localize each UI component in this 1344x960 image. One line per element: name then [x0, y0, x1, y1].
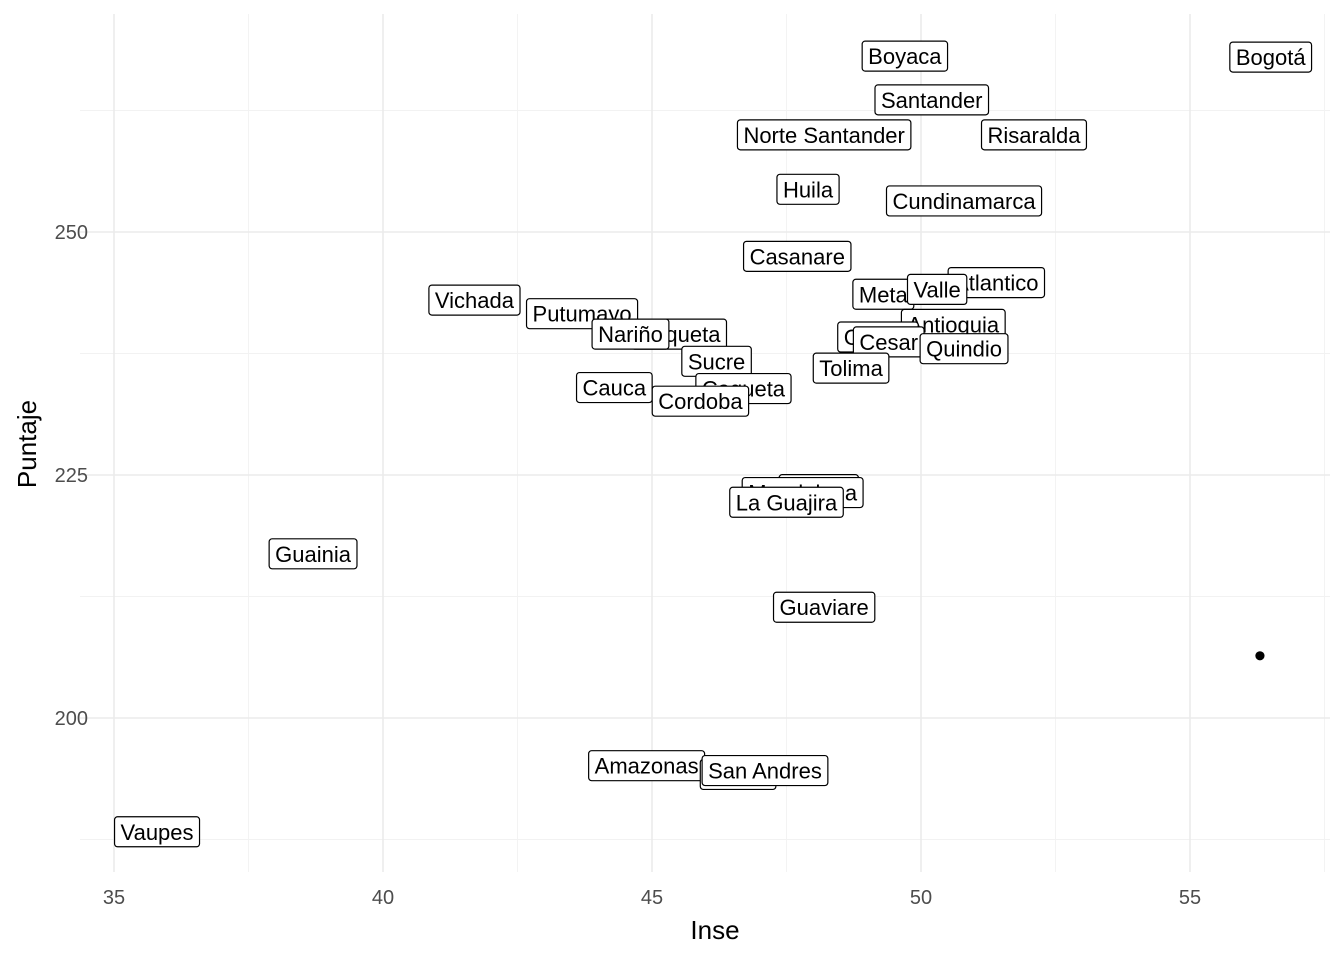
- grid-minor-lines: [80, 14, 1330, 872]
- point-label: Vichada: [428, 284, 521, 316]
- x-tick-label: 55: [1179, 887, 1201, 909]
- point-label: Cesar: [852, 326, 925, 358]
- point-label-box: [861, 40, 949, 72]
- point-label-box: [980, 119, 1088, 151]
- y-tick-label: 225: [55, 465, 88, 487]
- y-axis-title: Puntaje: [12, 400, 42, 488]
- point-label-text: Atlantico: [954, 271, 1038, 296]
- y-tick-label: 250: [55, 222, 88, 244]
- point-label-text: Cauca: [583, 376, 647, 401]
- point-label-text: Amazonas: [595, 754, 699, 779]
- point-label: Amazonas: [588, 750, 706, 782]
- point-label: Boyaca: [861, 40, 949, 72]
- point-label: Norte Santander: [736, 119, 912, 151]
- point-label: Nariño: [591, 318, 670, 350]
- point-label-text: Quindio: [926, 337, 1002, 362]
- point-label-box: [812, 352, 890, 384]
- point-label-text: Casanare: [750, 244, 845, 269]
- point-label-text: Risaralda: [988, 123, 1082, 148]
- point-label: San Andres: [701, 754, 829, 787]
- grid-major-lines: [80, 14, 1330, 872]
- point-label-text: San Andres: [708, 759, 822, 784]
- point-label-text: Vaupes: [121, 820, 194, 845]
- data-points: [152, 49, 1276, 835]
- point-label-box: [729, 486, 844, 518]
- point-label-box: [742, 240, 852, 272]
- point-label: Santander: [874, 84, 990, 116]
- point-label-text: Valle: [913, 277, 960, 302]
- point-label: Huila: [776, 173, 840, 205]
- x-tick-label: 50: [910, 887, 932, 909]
- point-label: Antioquia: [900, 308, 1006, 340]
- point-label-box: [772, 591, 876, 623]
- point-labels: Bogotá Boyaca Santander Norte Santander Risa…: [113, 40, 1313, 848]
- point-label-box: [651, 385, 750, 417]
- point-label-text: Guaviare: [780, 595, 869, 620]
- point-label: La Guajira: [729, 486, 844, 518]
- point-label: Guaviare: [772, 591, 876, 623]
- point-label-text: Santander: [881, 88, 983, 113]
- data-point: [1255, 651, 1265, 661]
- point-label-box: [885, 185, 1043, 217]
- point-label-box: [906, 273, 968, 306]
- point-label-text: Sucre: [688, 349, 745, 374]
- point-label: Guainia: [268, 538, 358, 570]
- point-label: Valle: [906, 273, 968, 306]
- point-label-box: [776, 173, 840, 205]
- point-label: Tolima: [812, 352, 890, 384]
- point-label: Atlantico: [947, 267, 1046, 299]
- point-label-text: Meta: [859, 282, 909, 307]
- point-label: Quindio: [919, 333, 1009, 365]
- point-label-text: Huila: [783, 177, 834, 202]
- point-label: Casanare: [742, 240, 852, 272]
- point-label: Cauca: [575, 371, 653, 404]
- point-label-text: Cordoba: [658, 389, 743, 414]
- point-label-text: Norte Santander: [743, 123, 904, 148]
- point-label-text: Boyaca: [868, 44, 942, 69]
- point-label-box: [736, 119, 912, 151]
- point-label-box: [701, 754, 829, 787]
- point-label-text: Vichada: [435, 288, 515, 313]
- x-axis-ticks: 35 40 45 50 55: [103, 887, 1201, 909]
- point-label-box: [591, 318, 670, 350]
- point-label-box: [874, 84, 990, 116]
- point-label: Risaralda: [980, 119, 1088, 151]
- point-label-text: Bogotá: [1236, 45, 1306, 70]
- x-axis-title: Inse: [690, 915, 739, 945]
- point-label: Cordoba: [651, 385, 750, 417]
- point-label: Meta: [852, 278, 915, 310]
- point-label-box: [113, 816, 201, 848]
- x-tick-label: 35: [103, 887, 125, 909]
- point-label-text: Guainia: [275, 542, 352, 567]
- point-label: Vaupes: [113, 816, 201, 848]
- x-tick-label: 40: [372, 887, 394, 909]
- point-label: Bogotá: [1229, 41, 1313, 73]
- y-axis-ticks: 200 225 250: [55, 222, 88, 730]
- point-label: Sucre: [681, 345, 752, 377]
- point-label-text: Tolima: [819, 356, 883, 381]
- point-label-text: Nariño: [598, 322, 663, 347]
- point-label-box: [268, 538, 358, 570]
- y-tick-label: 200: [55, 708, 88, 730]
- x-tick-label: 45: [641, 887, 663, 909]
- point-label-text: Cesar: [859, 330, 918, 355]
- point-label-box: [428, 284, 521, 316]
- point-label-box: [919, 333, 1009, 365]
- point-label: Cundinamarca: [885, 185, 1043, 217]
- point-label-text: Cundinamarca: [893, 189, 1037, 214]
- point-label-text: La Guajira: [736, 490, 838, 515]
- point-label-box: [1229, 41, 1313, 73]
